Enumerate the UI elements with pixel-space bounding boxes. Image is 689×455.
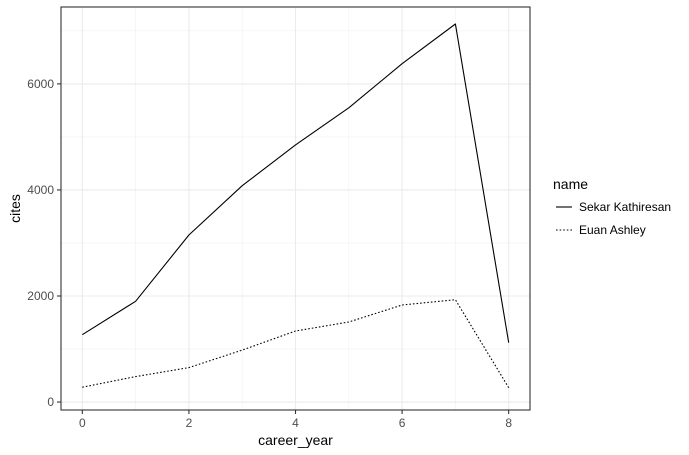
series-line-1: [82, 299, 510, 388]
x-tick-label: 0: [79, 416, 86, 430]
y-axis-ticks: 0 2000 4000 6000: [27, 77, 61, 409]
legend: name Sekar Kathiresan Euan Ashley: [553, 176, 671, 237]
series-line-0: [82, 23, 510, 343]
legend-label-1: Euan Ashley: [579, 223, 646, 237]
x-tick-label: 2: [186, 416, 193, 430]
legend-title: name: [553, 176, 588, 192]
y-tick-label: 6000: [27, 77, 54, 91]
x-tick-label: 4: [292, 416, 299, 430]
y-axis-title: cites: [7, 194, 23, 223]
x-tick-label: 6: [399, 416, 406, 430]
y-tick-label: 4000: [27, 183, 54, 197]
x-axis-ticks: 0 2 4 6 8: [79, 410, 512, 430]
y-tick-label: 2000: [27, 289, 54, 303]
y-tick-label: 0: [47, 395, 54, 409]
x-tick-label: 8: [505, 416, 512, 430]
major-gridlines: [61, 7, 530, 410]
legend-label-0: Sekar Kathiresan: [579, 200, 671, 214]
x-axis-title: career_year: [258, 432, 333, 448]
series-lines: [82, 23, 510, 388]
